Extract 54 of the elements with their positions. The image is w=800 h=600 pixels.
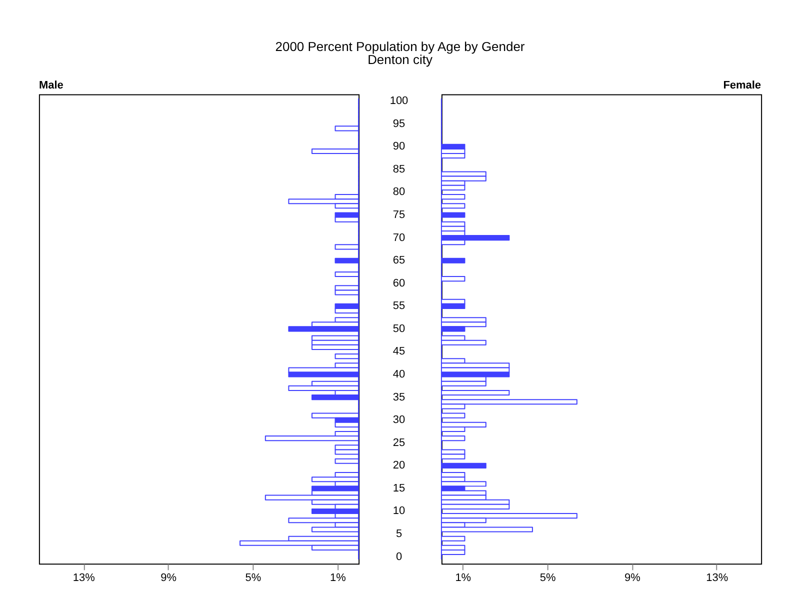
- y-tick-label: 95: [392, 118, 406, 130]
- x-tick-label: 9%: [624, 572, 641, 584]
- text: 2000 Percent Population by Age by Gender: [275, 38, 526, 54]
- y-tick-label: 55: [392, 300, 406, 312]
- bar: [440, 536, 466, 542]
- bar: [288, 385, 360, 391]
- bar: [440, 380, 486, 386]
- bar: [334, 308, 360, 314]
- bar: [440, 303, 466, 309]
- y-tick-label: 0: [396, 550, 402, 563]
- bar: [440, 184, 466, 190]
- y-tick-label: 25: [392, 436, 406, 449]
- bar: [440, 412, 466, 418]
- x-tick-label: 5%: [540, 572, 556, 584]
- y-tick-label: 100: [390, 95, 408, 108]
- bar: [334, 422, 360, 428]
- bar: [334, 258, 360, 264]
- x-tick-label: 1%: [330, 572, 346, 584]
- x-tick-label: 9%: [160, 572, 177, 584]
- y-tick-label: 20: [392, 460, 406, 472]
- y-tick-label: 40: [392, 368, 406, 381]
- bar: [311, 508, 360, 514]
- y-tick-label: 35: [392, 391, 406, 404]
- x-tick-label: 5%: [245, 572, 262, 584]
- y-tick-label: 90: [392, 140, 406, 153]
- bar: [440, 152, 466, 159]
- bar: [440, 390, 510, 396]
- y-tick-label: 80: [392, 186, 406, 198]
- bar: [334, 271, 360, 278]
- y-tick-label: 50: [392, 322, 406, 335]
- bar: [311, 148, 360, 154]
- bar: [334, 458, 360, 464]
- x-tick-label: 13%: [72, 572, 96, 584]
- bar: [440, 504, 510, 510]
- x-tick-label: 1%: [455, 572, 472, 584]
- bar: [440, 258, 466, 264]
- y-tick-label: 65: [392, 254, 406, 267]
- y-tick-label: 15: [392, 482, 406, 494]
- y-tick-label: 30: [392, 414, 406, 426]
- y-tick-label: 45: [392, 346, 406, 358]
- y-tick-label: 75: [392, 209, 406, 222]
- y-tick-label: 60: [392, 277, 406, 290]
- y-tick-label: 70: [392, 232, 406, 244]
- y-tick-label: 85: [392, 163, 406, 176]
- text: Female: [723, 79, 762, 92]
- bar: [311, 412, 360, 418]
- y-tick-label: 5: [396, 528, 402, 540]
- y-tick-label: 10: [392, 505, 406, 518]
- x-tick-label: 13%: [706, 572, 728, 584]
- text: Male: [38, 79, 64, 92]
- bar: [440, 340, 486, 346]
- bar: [440, 462, 486, 468]
- bar: [440, 549, 466, 556]
- bar: [311, 344, 360, 350]
